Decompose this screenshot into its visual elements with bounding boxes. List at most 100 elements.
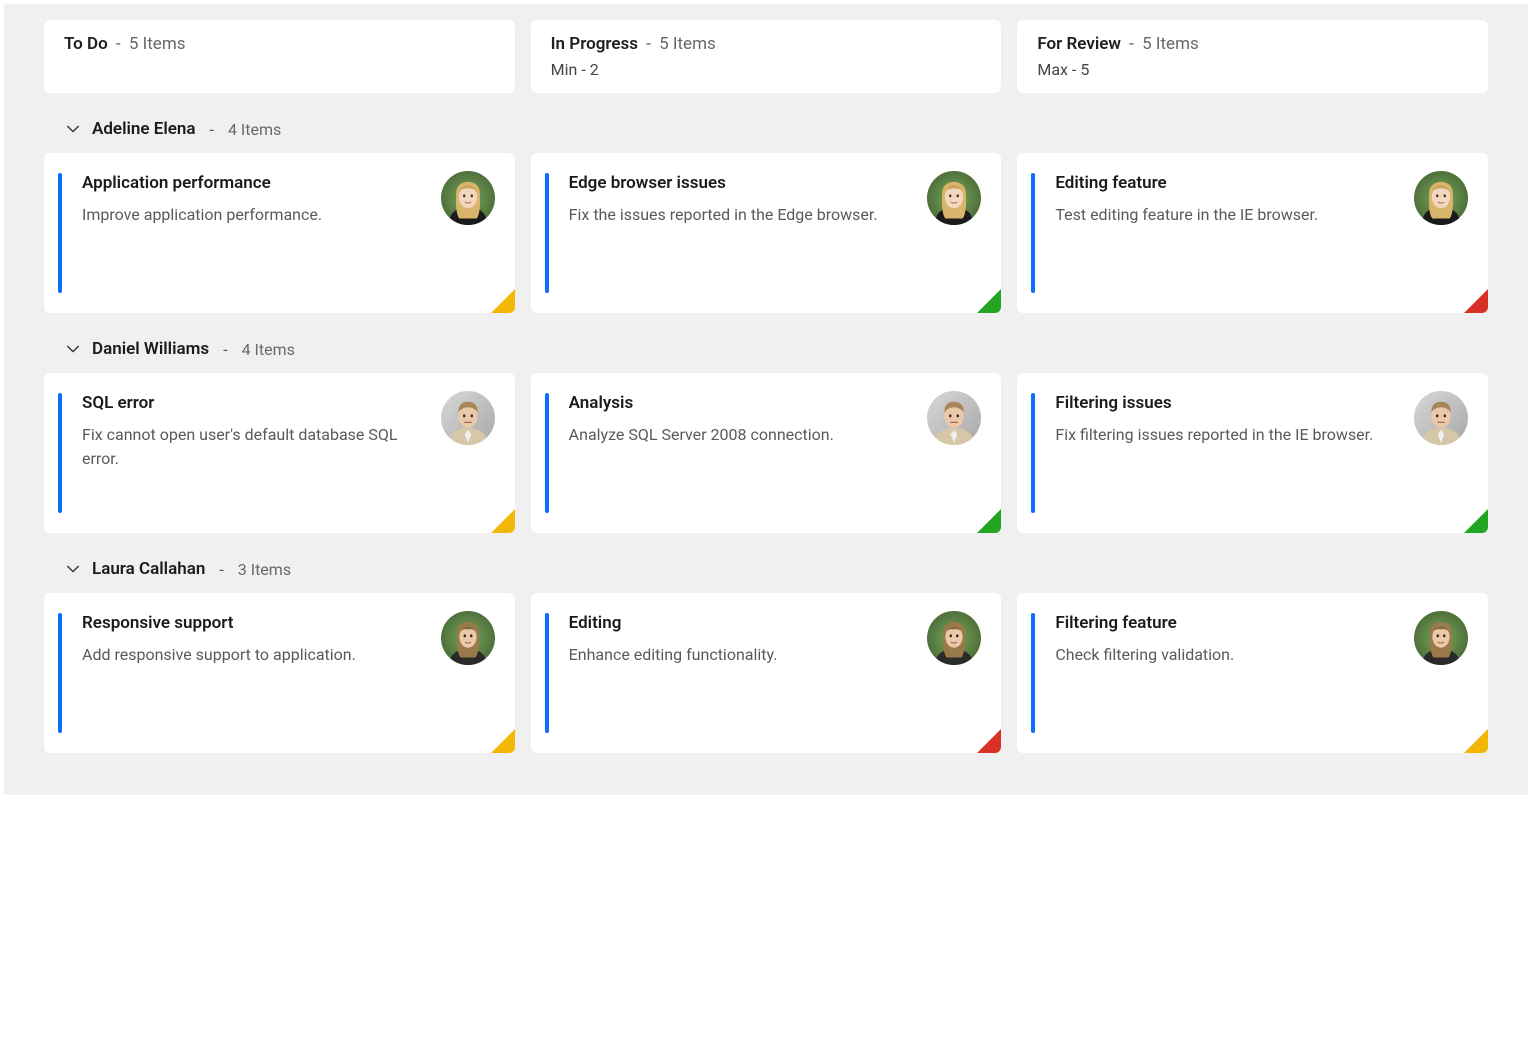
priority-corner-icon (491, 289, 515, 313)
separator: - (223, 340, 227, 359)
column-count: 5 Items (659, 34, 716, 54)
priority-corner-icon (491, 729, 515, 753)
assignee-avatar[interactable] (927, 611, 981, 665)
separator: - (646, 34, 651, 54)
separator: - (1129, 34, 1134, 54)
card-accent-bar (58, 613, 62, 733)
card-title: SQL error (82, 393, 423, 413)
card-description: Analyze SQL Server 2008 connection. (569, 423, 910, 447)
priority-corner-icon (977, 729, 1001, 753)
chevron-down-icon (66, 562, 80, 576)
priority-corner-icon (1464, 509, 1488, 533)
swimlane-name: Daniel Williams (92, 339, 209, 359)
swimlane-cell[interactable]: Analysis Analyze SQL Server 2008 connect… (531, 373, 1002, 533)
card-title: Editing feature (1055, 173, 1396, 193)
swimlane-count: 4 Items (242, 340, 295, 359)
priority-corner-icon (977, 289, 1001, 313)
column-title: To Do (64, 34, 108, 54)
card-description: Fix cannot open user's default database … (82, 423, 423, 471)
swimlane-cell[interactable]: Filtering feature Check filtering valida… (1017, 593, 1488, 753)
swimlane: Laura Callahan - 3 Items Responsive supp… (44, 551, 1488, 753)
swimlane-name: Laura Callahan (92, 559, 205, 579)
card-description: Improve application performance. (82, 203, 423, 227)
kanban-card[interactable]: Editing Enhance editing functionality. (531, 593, 1002, 753)
separator: - (210, 120, 214, 139)
card-accent-bar (1031, 173, 1035, 293)
kanban-card[interactable]: Edge browser issues Fix the issues repor… (531, 153, 1002, 313)
card-title: Responsive support (82, 613, 423, 633)
column-subtitle: Max - 5 (1037, 60, 1468, 79)
swimlane-count: 3 Items (238, 560, 291, 579)
assignee-avatar[interactable] (441, 171, 495, 225)
swimlane-cell[interactable]: Responsive support Add responsive suppor… (44, 593, 515, 753)
card-title: Application performance (82, 173, 423, 193)
assignee-avatar[interactable] (927, 391, 981, 445)
swimlane-row: Application performance Improve applicat… (44, 153, 1488, 313)
priority-corner-icon (1464, 289, 1488, 313)
chevron-down-icon (66, 122, 80, 136)
assignee-avatar[interactable] (1414, 611, 1468, 665)
column-title: In Progress (551, 34, 638, 54)
card-accent-bar (545, 393, 549, 513)
card-description: Test editing feature in the IE browser. (1055, 203, 1396, 227)
separator: - (219, 560, 223, 579)
swimlane-cell[interactable]: Editing feature Test editing feature in … (1017, 153, 1488, 313)
kanban-card[interactable]: Analysis Analyze SQL Server 2008 connect… (531, 373, 1002, 533)
card-accent-bar (1031, 613, 1035, 733)
chevron-down-icon (66, 342, 80, 356)
kanban-card[interactable]: Application performance Improve applicat… (44, 153, 515, 313)
card-description: Add responsive support to application. (82, 643, 423, 667)
column-count: 5 Items (1142, 34, 1199, 54)
priority-corner-icon (1464, 729, 1488, 753)
card-title: Filtering issues (1055, 393, 1396, 413)
swimlane-name: Adeline Elena (92, 119, 196, 139)
swimlane: Daniel Williams - 4 Items SQL error Fix … (44, 331, 1488, 533)
kanban-card[interactable]: Responsive support Add responsive suppor… (44, 593, 515, 753)
swimlane-header[interactable]: Laura Callahan - 3 Items (44, 551, 1488, 593)
card-accent-bar (545, 613, 549, 733)
card-accent-bar (1031, 393, 1035, 513)
kanban-card[interactable]: Editing feature Test editing feature in … (1017, 153, 1488, 313)
kanban-board: To Do - 5 Items In Progress - 5 Items Mi… (4, 4, 1528, 795)
swimlane-cell[interactable]: Application performance Improve applicat… (44, 153, 515, 313)
card-description: Enhance editing functionality. (569, 643, 910, 667)
assignee-avatar[interactable] (441, 611, 495, 665)
swimlane-count: 4 Items (228, 120, 281, 139)
column-header-todo[interactable]: To Do - 5 Items (44, 20, 515, 93)
card-accent-bar (58, 173, 62, 293)
swimlane-row: SQL error Fix cannot open user's default… (44, 373, 1488, 533)
kanban-card[interactable]: Filtering feature Check filtering valida… (1017, 593, 1488, 753)
separator: - (116, 34, 121, 54)
card-description: Fix filtering issues reported in the IE … (1055, 423, 1396, 447)
priority-corner-icon (977, 509, 1001, 533)
column-header-review[interactable]: For Review - 5 Items Max - 5 (1017, 20, 1488, 93)
column-header-inprogress[interactable]: In Progress - 5 Items Min - 2 (531, 20, 1002, 93)
card-title: Analysis (569, 393, 910, 413)
card-description: Check filtering validation. (1055, 643, 1396, 667)
card-description: Fix the issues reported in the Edge brow… (569, 203, 910, 227)
assignee-avatar[interactable] (441, 391, 495, 445)
kanban-card[interactable]: Filtering issues Fix filtering issues re… (1017, 373, 1488, 533)
swimlane: Adeline Elena - 4 Items Application perf… (44, 111, 1488, 313)
card-title: Editing (569, 613, 910, 633)
swimlane-cell[interactable]: Edge browser issues Fix the issues repor… (531, 153, 1002, 313)
column-title: For Review (1037, 34, 1121, 54)
swimlane-row: Responsive support Add responsive suppor… (44, 593, 1488, 753)
swimlane-header[interactable]: Adeline Elena - 4 Items (44, 111, 1488, 153)
card-accent-bar (545, 173, 549, 293)
swimlane-cell[interactable]: Filtering issues Fix filtering issues re… (1017, 373, 1488, 533)
kanban-card[interactable]: SQL error Fix cannot open user's default… (44, 373, 515, 533)
assignee-avatar[interactable] (1414, 171, 1468, 225)
assignee-avatar[interactable] (1414, 391, 1468, 445)
column-count: 5 Items (129, 34, 186, 54)
swimlane-cell[interactable]: Editing Enhance editing functionality. (531, 593, 1002, 753)
card-title: Edge browser issues (569, 173, 910, 193)
swimlane-header[interactable]: Daniel Williams - 4 Items (44, 331, 1488, 373)
card-title: Filtering feature (1055, 613, 1396, 633)
column-subtitle: Min - 2 (551, 60, 982, 79)
priority-corner-icon (491, 509, 515, 533)
card-accent-bar (58, 393, 62, 513)
swimlane-cell[interactable]: SQL error Fix cannot open user's default… (44, 373, 515, 533)
columns-header-row: To Do - 5 Items In Progress - 5 Items Mi… (44, 20, 1488, 93)
assignee-avatar[interactable] (927, 171, 981, 225)
